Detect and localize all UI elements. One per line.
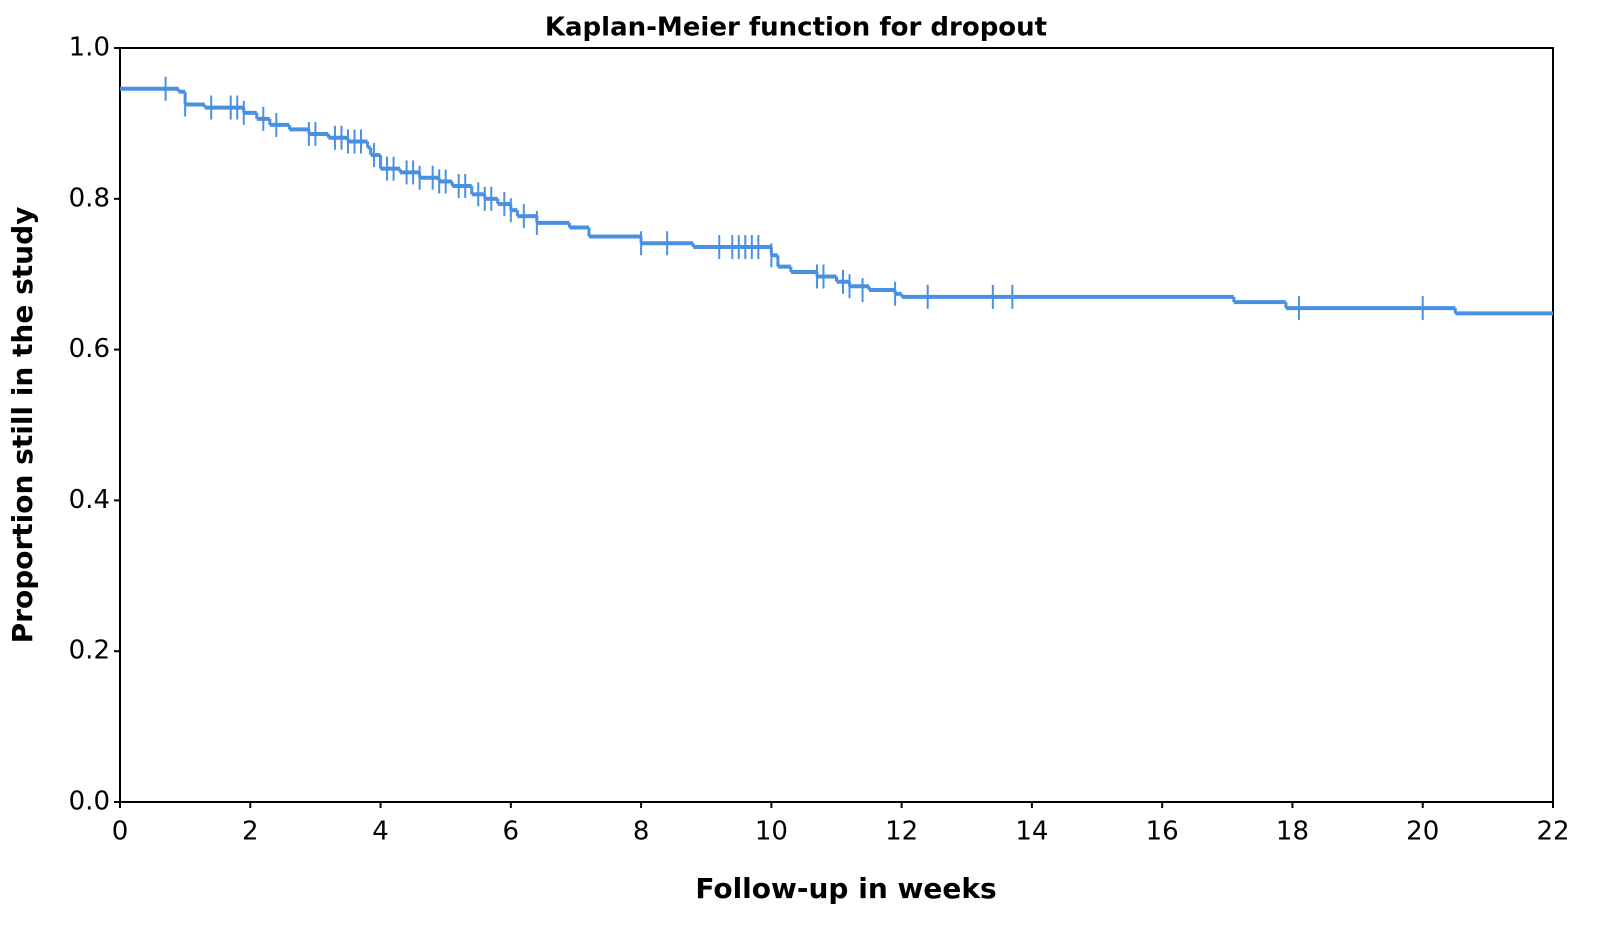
y-tick-label: 0.2 xyxy=(69,636,110,666)
x-tick-label: 10 xyxy=(755,817,788,847)
y-axis-title: Proportion still in the study xyxy=(6,207,39,644)
x-tick-label: 8 xyxy=(633,817,650,847)
x-tick-label: 0 xyxy=(112,817,129,847)
x-tick-label: 14 xyxy=(1015,817,1048,847)
chart-title: Kaplan-Meier function for dropout xyxy=(545,13,1047,43)
y-tick-label: 1.0 xyxy=(69,33,110,63)
x-tick-label: 20 xyxy=(1406,817,1439,847)
x-axis-title: Follow-up in weeks xyxy=(695,872,996,905)
y-tick-label: 0.0 xyxy=(69,787,110,817)
x-tick-label: 4 xyxy=(372,817,389,847)
x-tick-label: 2 xyxy=(242,817,259,847)
x-tick-label: 6 xyxy=(503,817,520,847)
x-tick-label: 22 xyxy=(1536,817,1569,847)
y-tick-label: 0.8 xyxy=(69,183,110,213)
x-tick-label: 16 xyxy=(1146,817,1179,847)
x-tick-label: 18 xyxy=(1276,817,1309,847)
plot-frame xyxy=(119,47,1554,803)
y-tick-label: 0.6 xyxy=(69,334,110,364)
y-tick-label: 0.4 xyxy=(69,485,110,515)
x-tick-label: 12 xyxy=(885,817,918,847)
